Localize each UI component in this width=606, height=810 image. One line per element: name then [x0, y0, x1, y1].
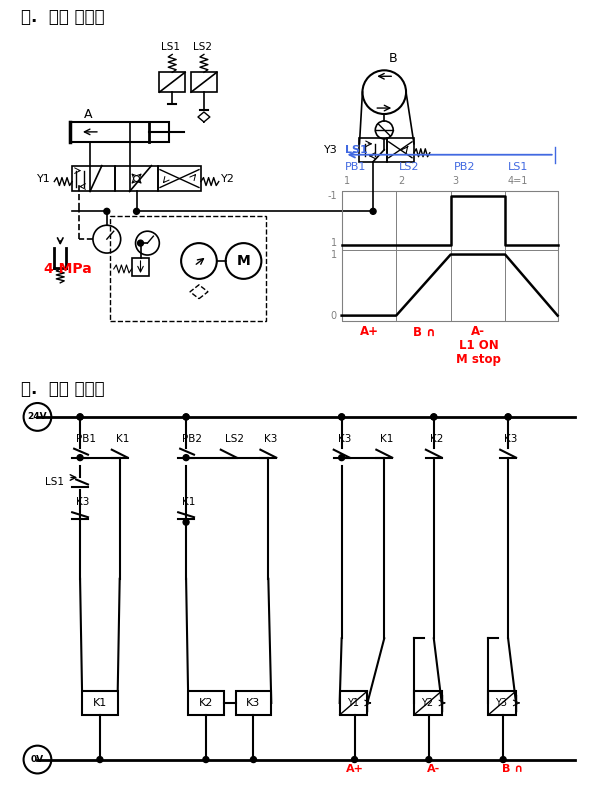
Bar	[191, 72, 217, 92]
Bar	[82, 691, 118, 715]
Text: Y3: Y3	[324, 145, 338, 155]
Text: 2: 2	[398, 176, 404, 185]
Circle shape	[431, 414, 437, 420]
Circle shape	[97, 757, 103, 762]
Text: 0: 0	[330, 310, 337, 321]
Bar	[359, 138, 387, 162]
Text: A+: A+	[345, 765, 364, 774]
Text: 4 MPa: 4 MPa	[44, 262, 92, 276]
Text: A-: A-	[471, 326, 485, 339]
Bar	[414, 691, 442, 715]
Text: K1: K1	[116, 433, 129, 444]
Circle shape	[250, 757, 256, 762]
Text: LS1: LS1	[45, 477, 64, 488]
Circle shape	[183, 454, 189, 461]
Text: B ∩: B ∩	[502, 765, 524, 774]
Text: Y1: Y1	[36, 173, 50, 184]
Bar	[159, 72, 185, 92]
Text: A-: A-	[427, 765, 441, 774]
Text: K3: K3	[264, 433, 278, 444]
Circle shape	[351, 757, 358, 762]
Text: K1: K1	[182, 497, 196, 507]
Bar	[488, 691, 516, 715]
Circle shape	[339, 414, 345, 420]
Text: Y3: Y3	[495, 698, 507, 708]
Text: LS2: LS2	[225, 433, 244, 444]
Text: B: B	[389, 53, 398, 66]
Circle shape	[426, 757, 432, 762]
Circle shape	[138, 240, 144, 246]
Circle shape	[133, 208, 139, 215]
Text: K3: K3	[338, 433, 351, 444]
Text: Y2: Y2	[421, 698, 433, 708]
Text: 1: 1	[344, 176, 350, 185]
Circle shape	[505, 414, 511, 420]
Text: LS1: LS1	[508, 162, 528, 172]
Circle shape	[370, 208, 376, 215]
Bar	[110, 216, 267, 321]
Bar	[387, 138, 414, 162]
Circle shape	[431, 414, 437, 420]
Text: 1: 1	[330, 249, 337, 259]
Bar	[342, 191, 558, 321]
Circle shape	[183, 519, 189, 525]
Text: LS2: LS2	[193, 42, 212, 53]
Text: A+: A+	[360, 326, 379, 339]
Circle shape	[77, 414, 83, 420]
Circle shape	[500, 757, 506, 762]
Bar	[188, 691, 224, 715]
Text: M: M	[237, 254, 250, 268]
Text: PB2: PB2	[182, 433, 202, 444]
Text: PB1: PB1	[76, 433, 96, 444]
Text: 3: 3	[453, 176, 459, 185]
Circle shape	[77, 454, 83, 461]
Bar	[236, 691, 271, 715]
Circle shape	[104, 208, 110, 215]
Text: K1: K1	[93, 698, 107, 708]
Text: L1 ON: L1 ON	[459, 339, 498, 352]
Text: M stop: M stop	[456, 353, 501, 366]
Text: K2: K2	[430, 433, 443, 444]
Text: -1: -1	[327, 191, 337, 202]
Circle shape	[339, 454, 345, 461]
Text: LS1: LS1	[345, 145, 367, 155]
Circle shape	[24, 403, 52, 431]
Circle shape	[77, 414, 83, 420]
Text: PB1: PB1	[345, 162, 366, 172]
Bar	[132, 258, 150, 276]
Text: K1: K1	[381, 433, 394, 444]
Text: 나.  전기 회로도: 나. 전기 회로도	[21, 380, 104, 399]
Text: LS2: LS2	[399, 162, 419, 172]
Circle shape	[183, 414, 189, 420]
Text: PB2: PB2	[454, 162, 475, 172]
Text: K3: K3	[246, 698, 261, 708]
Bar	[70, 122, 169, 142]
Circle shape	[339, 414, 345, 420]
Circle shape	[203, 757, 209, 762]
Text: 가.  유압 회로도: 가. 유압 회로도	[21, 8, 104, 26]
Bar	[115, 166, 158, 191]
Text: 1: 1	[330, 237, 337, 248]
Text: B ∩: B ∩	[413, 326, 435, 339]
Text: 24V: 24V	[28, 412, 47, 421]
Bar	[339, 691, 367, 715]
Text: LS1: LS1	[161, 42, 181, 53]
Text: Y2: Y2	[221, 173, 235, 184]
Text: K2: K2	[199, 698, 213, 708]
Bar	[158, 166, 201, 191]
Text: K3: K3	[76, 497, 90, 507]
Text: 0V: 0V	[31, 755, 44, 764]
Circle shape	[183, 414, 189, 420]
Text: 4=1: 4=1	[507, 176, 527, 185]
Text: K3: K3	[504, 433, 518, 444]
Text: A: A	[84, 108, 92, 121]
Text: Y1: Y1	[347, 698, 359, 708]
Circle shape	[24, 746, 52, 774]
Circle shape	[505, 414, 511, 420]
Bar	[72, 166, 115, 191]
